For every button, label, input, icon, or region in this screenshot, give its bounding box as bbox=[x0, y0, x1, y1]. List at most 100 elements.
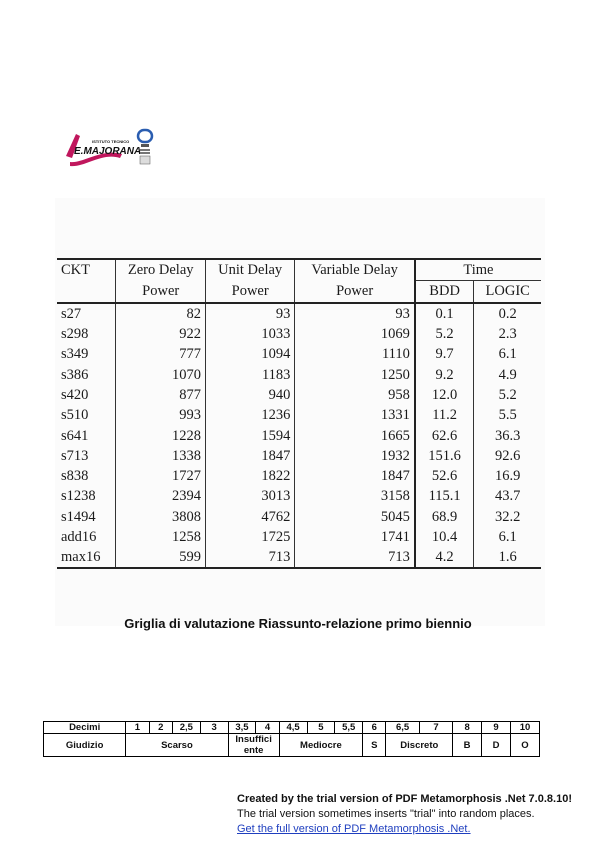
cell-unit-delay: 1236 bbox=[204, 405, 295, 426]
trial-notice: Created by the trial version of PDF Meta… bbox=[237, 792, 572, 837]
cell-unit-delay: 3013 bbox=[204, 486, 295, 507]
decimi-value: 5 bbox=[306, 721, 336, 734]
cell-bdd: 11.2 bbox=[413, 405, 474, 426]
cell-ckt: s838 bbox=[61, 468, 89, 485]
table-row: s298 922 1033 1069 5.2 2.3 bbox=[57, 323, 541, 345]
cell-zero-delay: 82 bbox=[115, 302, 206, 324]
table-row: s641 1228 1594 1665 62.6 36.3 bbox=[57, 425, 541, 446]
cell-unit-delay: 1033 bbox=[204, 323, 295, 345]
cell-bdd: 52.6 bbox=[413, 465, 474, 487]
cell-unit-delay: 4762 bbox=[204, 506, 295, 527]
decimi-value: 8 bbox=[452, 721, 483, 734]
giudizio-insufficiente: Insuffici ente bbox=[227, 733, 280, 757]
trial-line-1: Created by the trial version of PDF Meta… bbox=[237, 793, 572, 805]
header-zero-delay: Zero Delay bbox=[115, 258, 206, 281]
giudizio-scarso: Scarso bbox=[125, 733, 229, 757]
header-variable-power: Power bbox=[294, 280, 415, 304]
header-variable-delay: Variable Delay bbox=[294, 258, 415, 281]
header-unit-power: Power bbox=[204, 280, 295, 304]
decimi-value: 2 bbox=[148, 721, 173, 734]
decimi-value: 10 bbox=[509, 721, 541, 734]
table-row: s27 82 93 93 0.1 0.2 bbox=[57, 302, 541, 324]
header-zero-power: Power bbox=[115, 280, 206, 304]
cell-ckt: s386 bbox=[61, 366, 89, 383]
cell-variable-delay: 3158 bbox=[294, 486, 415, 507]
header-bdd: BDD bbox=[413, 280, 474, 304]
table-row: s349 777 1094 1110 9.7 6.1 bbox=[57, 344, 541, 365]
cell-logic: 92.6 bbox=[473, 445, 541, 466]
cell-ckt: s349 bbox=[61, 346, 89, 363]
table-row: s713 1338 1847 1932 151.6 92.6 bbox=[57, 445, 541, 466]
header-unit-delay: Unit Delay bbox=[204, 258, 295, 281]
cell-zero-delay: 1338 bbox=[115, 445, 206, 466]
trial-get-full-version-link[interactable]: Get the full version of PDF Metamorphosi… bbox=[237, 823, 471, 835]
cell-unit-delay: 1725 bbox=[204, 526, 295, 548]
cell-variable-delay: 1110 bbox=[294, 344, 415, 365]
decimi-value: 4 bbox=[255, 721, 280, 734]
cell-unit-delay: 1594 bbox=[204, 425, 295, 446]
cell-unit-delay: 940 bbox=[204, 384, 295, 406]
cell-variable-delay: 1932 bbox=[294, 445, 415, 466]
cell-variable-delay: 1665 bbox=[294, 425, 415, 446]
cell-bdd: 10.4 bbox=[413, 526, 474, 548]
decimi-value: 1 bbox=[125, 721, 150, 734]
cell-logic: 5.2 bbox=[473, 384, 541, 406]
cell-unit-delay: 713 bbox=[204, 547, 295, 570]
decimi-value: 3,5 bbox=[227, 721, 257, 734]
cell-variable-delay: 1069 bbox=[294, 323, 415, 345]
cell-variable-delay: 958 bbox=[294, 384, 415, 406]
cell-logic: 16.9 bbox=[473, 465, 541, 487]
cell-variable-delay: 1250 bbox=[294, 364, 415, 385]
cell-ckt: s420 bbox=[61, 386, 89, 403]
table-row: s1494 3808 4762 5045 68.9 32.2 bbox=[57, 506, 541, 527]
table-row: max16 599 713 713 4.2 1.6 bbox=[57, 547, 541, 570]
cell-logic: 2.3 bbox=[473, 323, 541, 345]
scanned-table-image: CKT Zero Delay Unit Delay Variable Delay… bbox=[55, 198, 545, 626]
cell-bdd: 115.1 bbox=[413, 486, 474, 507]
cell-variable-delay: 713 bbox=[294, 547, 415, 570]
cell-bdd: 5.2 bbox=[413, 323, 474, 345]
table-row: s838 1727 1822 1847 52.6 16.9 bbox=[57, 465, 541, 487]
school-logo: E.MAJORANA ISTITUTO TECNICO bbox=[62, 128, 158, 168]
cell-ckt: s713 bbox=[61, 447, 89, 464]
giudizio-d: D bbox=[481, 733, 511, 757]
cell-zero-delay: 993 bbox=[115, 405, 206, 426]
griglia-title: Griglia di valutazione Riassunto-relazio… bbox=[124, 616, 472, 631]
cell-bdd: 9.2 bbox=[413, 364, 474, 385]
cell-zero-delay: 1070 bbox=[115, 364, 206, 385]
cell-bdd: 151.6 bbox=[413, 445, 474, 466]
cell-zero-delay: 3808 bbox=[115, 506, 206, 527]
cell-logic: 0.2 bbox=[473, 302, 541, 324]
cell-bdd: 4.2 bbox=[413, 547, 474, 570]
giudizio-discreto: Discreto bbox=[385, 733, 454, 757]
header-logic: LOGIC bbox=[473, 280, 541, 304]
decimi-value: 4,5 bbox=[278, 721, 308, 734]
cell-bdd: 68.9 bbox=[413, 506, 474, 527]
cell-bdd: 12.0 bbox=[413, 384, 474, 406]
trial-line-2: The trial version sometimes inserts "tri… bbox=[237, 808, 535, 820]
table-row: add16 1258 1725 1741 10.4 6.1 bbox=[57, 526, 541, 548]
cell-logic: 4.9 bbox=[473, 364, 541, 385]
cell-zero-delay: 1258 bbox=[115, 526, 206, 548]
decimi-value: 6,5 bbox=[385, 721, 420, 734]
cell-bdd: 9.7 bbox=[413, 344, 474, 365]
cell-bdd: 0.1 bbox=[413, 302, 474, 324]
cell-ckt: s641 bbox=[61, 427, 89, 444]
table-row: s420 877 940 958 12.0 5.2 bbox=[57, 384, 541, 406]
cell-ckt: max16 bbox=[57, 547, 116, 570]
cell-ckt: s1238 bbox=[61, 488, 96, 505]
cell-zero-delay: 599 bbox=[115, 547, 206, 570]
table-row: s386 1070 1183 1250 9.2 4.9 bbox=[57, 364, 541, 385]
cell-unit-delay: 1847 bbox=[204, 445, 295, 466]
cell-logic: 6.1 bbox=[473, 526, 541, 548]
cell-variable-delay: 1847 bbox=[294, 465, 415, 487]
cell-unit-delay: 1822 bbox=[204, 465, 295, 487]
cell-ckt: add16 bbox=[61, 529, 97, 545]
cell-zero-delay: 1727 bbox=[115, 465, 206, 487]
cell-ckt: s27 bbox=[61, 305, 82, 322]
giudizio-row: Giudizio Scarso Insuffici ente Mediocre … bbox=[42, 733, 541, 757]
giudizio-mediocre: Mediocre bbox=[278, 733, 364, 757]
header-ckt: CKT bbox=[57, 258, 116, 281]
giudizio-o: O bbox=[509, 733, 541, 757]
header-time: Time bbox=[413, 258, 541, 282]
